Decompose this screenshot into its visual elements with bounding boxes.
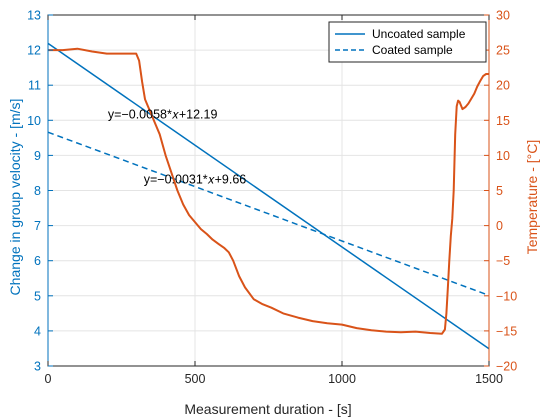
y-tick-label-left: 6 xyxy=(34,254,41,268)
legend-label: Coated sample xyxy=(372,43,453,57)
y-tick-label-left: 13 xyxy=(27,9,41,23)
y-tick-label-right: 30 xyxy=(496,9,510,23)
y-tick-label-right: 20 xyxy=(496,79,510,93)
y-tick-label-right: 25 xyxy=(496,44,510,58)
annotation-layer: y=−0.0058*𝑥+12.19 y=−0.0031*𝑥+9.66 xyxy=(108,108,246,187)
x-tick-label: 0 xyxy=(45,372,52,386)
y-tick-label-left: 8 xyxy=(34,184,41,198)
x-tick-label: 500 xyxy=(185,372,206,386)
legend: Uncoated sample Coated sample xyxy=(328,21,487,63)
y-tick-label-left: 7 xyxy=(34,219,41,233)
y-tick-label-left: 11 xyxy=(28,79,41,93)
y-tick-label-left: 5 xyxy=(34,289,41,303)
y-tick-label-left: 12 xyxy=(27,44,41,58)
fit-equation-label: y=−0.0058*𝑥+12.19 xyxy=(108,108,218,122)
grid-lines xyxy=(47,14,490,367)
axes: 0 500 1000 1500 3 4 5 6 7 8 9 10 11 12 13 −20 −15 −10 −5 0 5… xyxy=(27,9,517,387)
y-tick-label-left: 9 xyxy=(34,149,41,163)
y-tick-label-left: 10 xyxy=(27,114,41,128)
y-tick-label-right: −10 xyxy=(496,289,517,303)
y-tick-label-right: 15 xyxy=(496,114,510,128)
y-tick-label-left: 4 xyxy=(34,324,41,338)
series-layer xyxy=(47,42,490,350)
legend-box xyxy=(328,21,487,63)
coated-sample-line xyxy=(47,131,490,297)
y-tick-label-right: 10 xyxy=(496,149,510,163)
x-tick-label: 1500 xyxy=(475,372,503,386)
y-tick-label-right: −5 xyxy=(496,254,510,268)
y-axis-label-left: Change in group velocity - [m/s] xyxy=(7,99,23,296)
y-tick-label-right: −20 xyxy=(496,360,517,374)
y-tick-label-right: −15 xyxy=(496,324,517,338)
x-axis-label: Measurement duration - [s] xyxy=(184,401,351,417)
uncoated-sample-line xyxy=(47,42,490,350)
y-tick-label-right: 5 xyxy=(496,184,503,198)
x-tick-label: 1000 xyxy=(328,372,356,386)
fit-equation-label: y=−0.0031*𝑥+9.66 xyxy=(144,172,247,186)
y-axis-label-right: Temperature - [°C] xyxy=(524,140,540,255)
y-tick-label-right: 0 xyxy=(496,219,503,233)
y-tick-label-left: 3 xyxy=(34,360,41,374)
legend-label: Uncoated sample xyxy=(372,27,466,41)
temperature-line xyxy=(48,47,489,335)
